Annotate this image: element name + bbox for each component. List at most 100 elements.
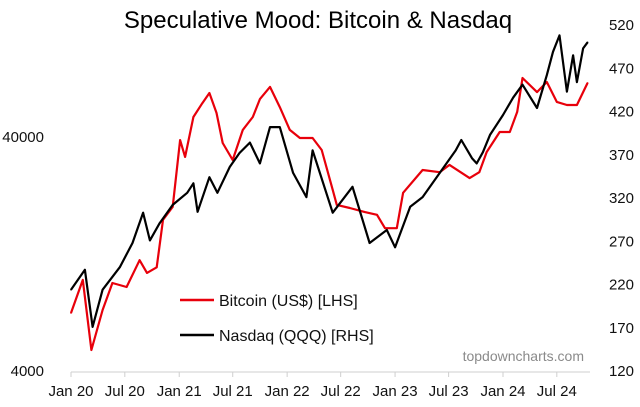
right-tick-label: 170 bbox=[609, 320, 634, 337]
nasdaq-point bbox=[311, 149, 314, 152]
nasdaq-point bbox=[259, 162, 261, 165]
bitcoin-point bbox=[320, 149, 323, 151]
bitcoin-point bbox=[556, 101, 558, 103]
nasdaq-point bbox=[368, 242, 371, 244]
bitcoin-point bbox=[184, 156, 186, 158]
nasdaq-point bbox=[586, 41, 589, 44]
chart-title: Speculative Mood: Bitcoin & Nasdaq bbox=[124, 7, 512, 34]
bitcoin-point bbox=[101, 309, 104, 311]
right-tick-label: 420 bbox=[609, 104, 634, 121]
nasdaq-point bbox=[305, 196, 308, 198]
nasdaq-point bbox=[558, 34, 561, 37]
bitcoin-point bbox=[111, 282, 114, 284]
bitcoin-point bbox=[82, 279, 84, 281]
left-tick-label: 4000 bbox=[11, 363, 44, 380]
nasdaq-point bbox=[351, 186, 354, 188]
bitcoin-point bbox=[364, 211, 366, 213]
nasdaq-point bbox=[582, 47, 584, 50]
nasdaq-point bbox=[208, 176, 211, 178]
bitcoin-point bbox=[402, 192, 404, 194]
nasdaq-point bbox=[196, 211, 199, 213]
nasdaq-point bbox=[216, 192, 219, 194]
nasdaq-point bbox=[70, 288, 72, 291]
nasdaq-point bbox=[576, 81, 578, 83]
bitcoin-point bbox=[331, 189, 334, 191]
x-tick-label: Jul 21 bbox=[213, 383, 253, 400]
bitcoin-point bbox=[349, 207, 351, 209]
bitcoin-point bbox=[215, 112, 218, 114]
x-tick-label: Jul 23 bbox=[429, 383, 469, 400]
nasdaq-point bbox=[521, 83, 524, 86]
bitcoin-point bbox=[192, 116, 195, 118]
right-tick-label: 120 bbox=[609, 363, 634, 380]
nasdaq-point bbox=[142, 211, 144, 214]
bitcoin-point bbox=[125, 286, 128, 288]
nasdaq-point bbox=[229, 166, 231, 168]
bitcoin-point bbox=[498, 131, 501, 133]
nasdaq-point bbox=[158, 222, 161, 224]
nasdaq-point bbox=[101, 288, 104, 291]
right-tick-label: 220 bbox=[609, 277, 634, 294]
bitcoin-series-line bbox=[69, 76, 589, 352]
nasdaq-point bbox=[91, 326, 94, 328]
bitcoin-point bbox=[376, 214, 378, 216]
bitcoin-point bbox=[536, 91, 538, 93]
bitcoin-point bbox=[269, 86, 271, 88]
nasdaq-point bbox=[131, 242, 134, 244]
bitcoin-point bbox=[146, 272, 148, 274]
bitcoin-point bbox=[242, 129, 244, 131]
bitcoin-point bbox=[70, 312, 72, 314]
bitcoin-point bbox=[468, 177, 471, 179]
bitcoin-point bbox=[516, 111, 518, 113]
nasdaq-point bbox=[546, 74, 548, 76]
nasdaq-point bbox=[386, 229, 388, 231]
nasdaq-point bbox=[460, 139, 463, 141]
series-layer bbox=[69, 34, 589, 352]
nasdaq-point bbox=[489, 134, 491, 136]
left-axis-ticks: 40000 4000 bbox=[2, 129, 44, 380]
nasdaq-point bbox=[421, 196, 424, 198]
x-tick-label: Jan 24 bbox=[480, 383, 525, 400]
bitcoin-point bbox=[252, 116, 254, 118]
legend-label-bitcoin: Bitcoin (US$) [LHS] bbox=[219, 293, 358, 310]
bitcoin-point bbox=[576, 104, 578, 106]
x-tick-label: Jul 22 bbox=[321, 383, 361, 400]
nasdaq-point bbox=[482, 151, 484, 153]
bitcoin-point bbox=[179, 139, 181, 141]
nasdaq-point bbox=[249, 141, 251, 144]
bitcoin-point bbox=[289, 129, 291, 131]
bitcoin-point bbox=[396, 227, 398, 229]
nasdaq-point bbox=[502, 114, 504, 116]
nasdaq-point bbox=[512, 96, 514, 99]
nasdaq-point bbox=[119, 266, 121, 269]
legend: Bitcoin (US$) [LHS] Nasdaq (QQQ) [RHS] bbox=[180, 293, 374, 345]
x-tick-label: Jul 20 bbox=[105, 383, 145, 400]
bitcoin-point bbox=[299, 137, 301, 139]
watermark: topdowncharts.com bbox=[463, 348, 584, 364]
bitcoin-point bbox=[485, 151, 488, 153]
right-tick-label: 320 bbox=[609, 190, 634, 207]
nasdaq-point bbox=[292, 172, 294, 174]
bitcoin-point bbox=[448, 164, 451, 166]
nasdaq-point bbox=[269, 126, 271, 128]
nasdaq-point bbox=[171, 204, 174, 206]
nasdaq-point bbox=[475, 162, 478, 165]
nasdaq-point bbox=[331, 211, 334, 214]
right-tick-label: 270 bbox=[609, 233, 634, 250]
bitcoin-point bbox=[509, 131, 511, 133]
nasdaq-point bbox=[566, 90, 568, 93]
bitcoin-point bbox=[478, 171, 481, 173]
x-axis-ticks: Jan 20 Jul 20 Jan 21 Jul 21 Jan 22 Jul 22 Jan … bbox=[48, 372, 577, 400]
nasdaq-point bbox=[192, 182, 195, 185]
nasdaq-point bbox=[394, 246, 396, 249]
nasdaq-point bbox=[279, 126, 281, 128]
nasdaq-point bbox=[149, 239, 151, 242]
nasdaq-point bbox=[409, 205, 412, 208]
bitcoin-point bbox=[586, 82, 589, 84]
nasdaq-point bbox=[238, 152, 241, 154]
bitcoin-point bbox=[138, 259, 141, 262]
bitcoin-point bbox=[311, 137, 314, 139]
right-tick-label: 370 bbox=[609, 147, 634, 164]
bitcoin-point bbox=[221, 142, 224, 144]
bitcoin-point bbox=[90, 349, 93, 351]
